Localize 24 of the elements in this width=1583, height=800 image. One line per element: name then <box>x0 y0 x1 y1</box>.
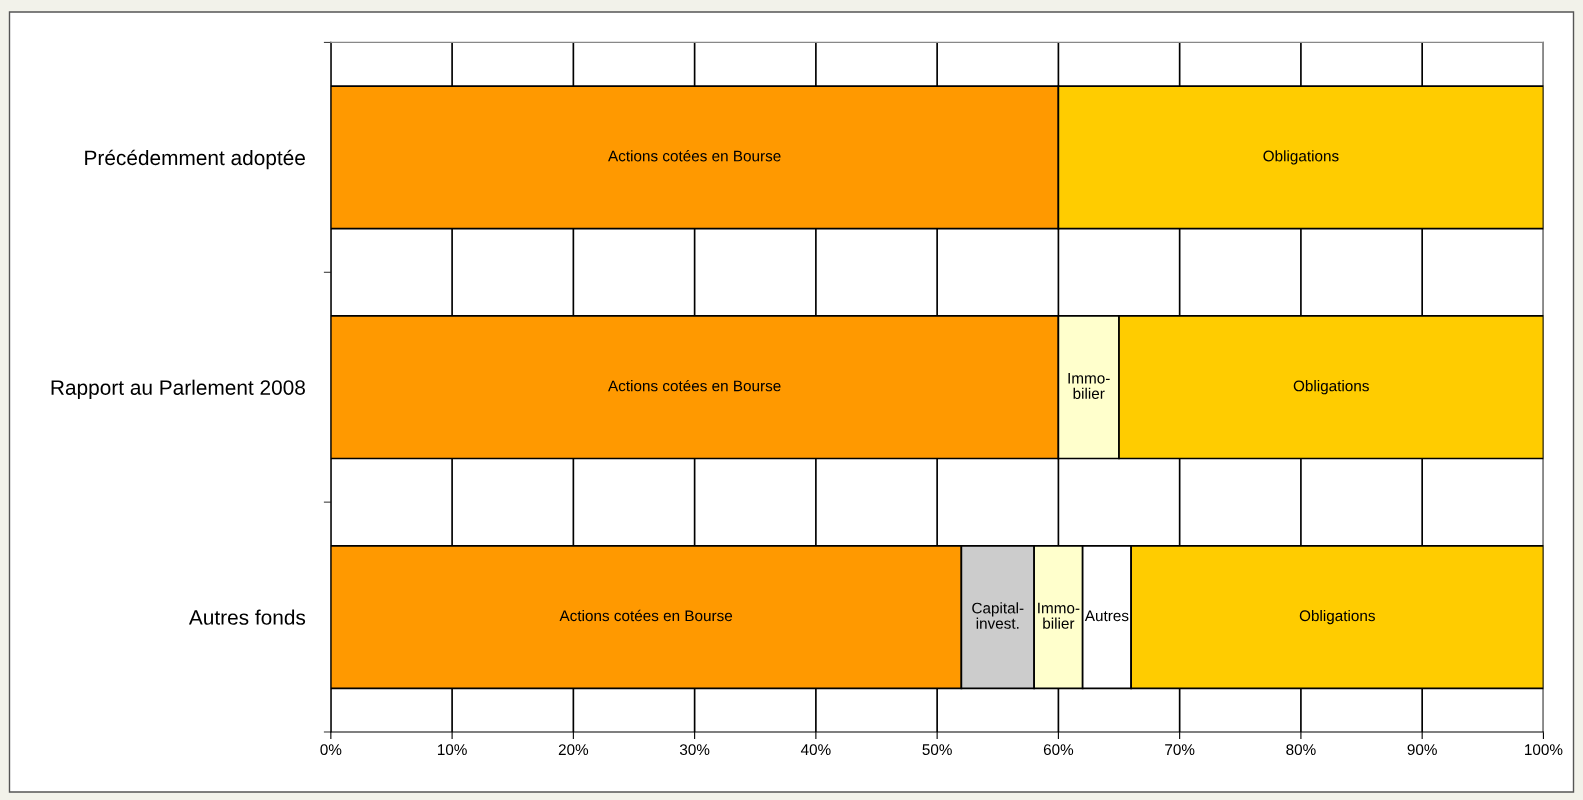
series-label: Immo- bilier <box>1038 602 1080 629</box>
y-tick-label: Rapport au Parlement 2008 <box>51 379 305 400</box>
x-tick-label: 30% <box>679 744 710 756</box>
text: Immo- bilier <box>1068 372 1110 399</box>
x-tick-label: 90% <box>1407 744 1437 756</box>
x-tick-label: 100% <box>1525 744 1563 756</box>
x-tick-label: 20% <box>558 744 589 756</box>
x-tick-label: 10% <box>437 744 467 756</box>
text: Obligations <box>1299 609 1375 625</box>
y-tick-label: Autres fonds <box>188 609 306 625</box>
text: Obligations <box>1263 150 1339 165</box>
x-tick-label: 80% <box>1286 744 1316 756</box>
x-tick-label: 0% <box>320 744 342 756</box>
series-label: Capital- invest. <box>972 602 1024 629</box>
x-tick-label: 70% <box>1165 744 1195 756</box>
series-label: Actions cotées en Bourse <box>608 379 781 392</box>
x-tick-label: 50% <box>922 744 952 756</box>
text: Actions cotées en Bourse <box>559 609 733 622</box>
text: Actions cotées en Bourse <box>608 150 781 162</box>
series-label: Autres <box>1084 610 1129 622</box>
series-label: Obligations <box>1293 380 1369 395</box>
y-tick-label: Précédemment adoptée <box>85 149 305 170</box>
x-tick-label: 60% <box>1043 744 1074 756</box>
x-tick-label: 40% <box>800 744 831 756</box>
